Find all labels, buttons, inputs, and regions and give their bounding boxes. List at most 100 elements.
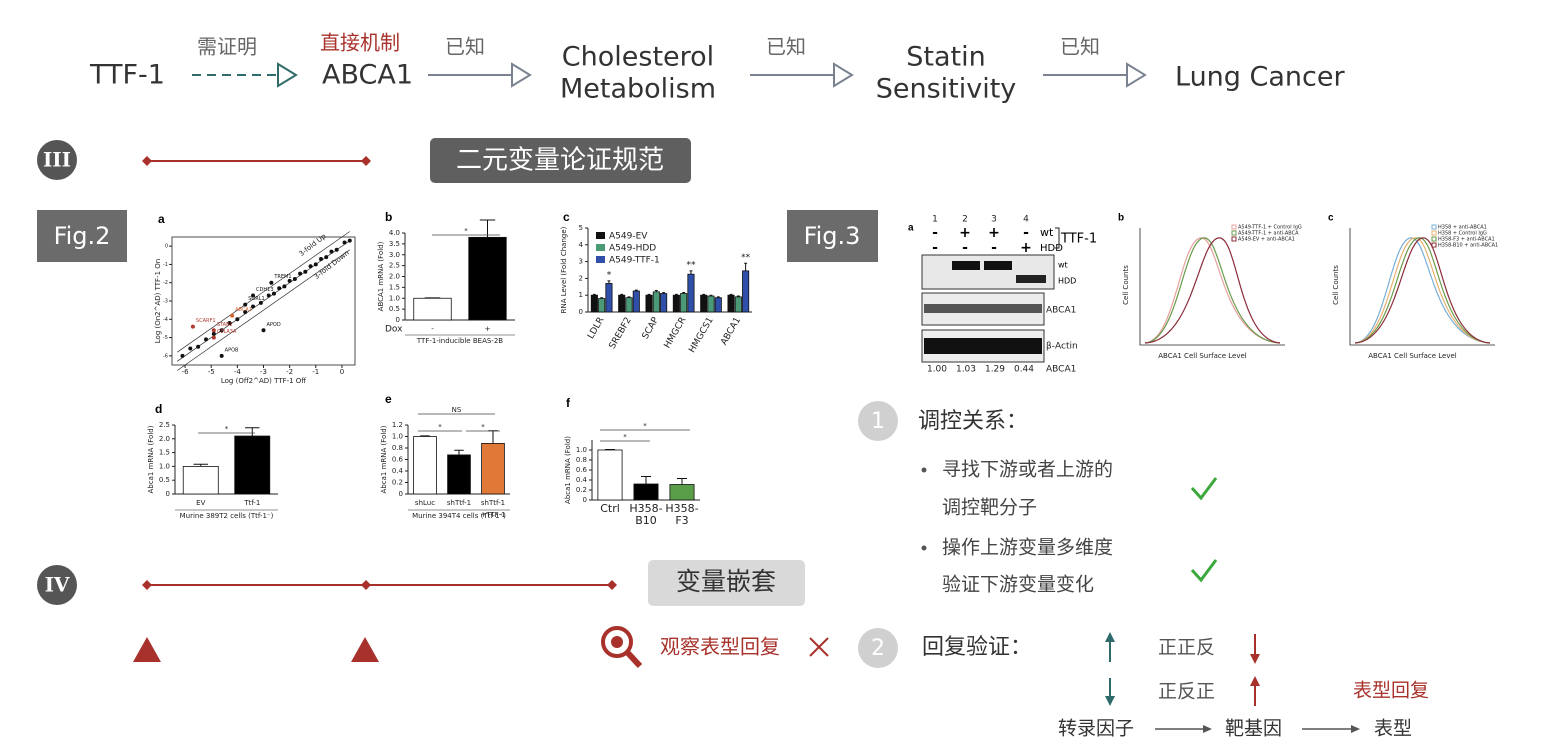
y-tick-label: 4.0: [389, 229, 400, 237]
lane: 1: [932, 215, 938, 225]
x-tick-label: HMGCS1: [687, 316, 715, 355]
arrow-head: [511, 62, 532, 88]
quant: 1.29: [985, 365, 1005, 375]
x-tick-label: SREBF2: [608, 316, 634, 351]
bar: [413, 436, 437, 495]
bar: [633, 483, 659, 501]
y-tick-label: 3.0: [389, 251, 400, 259]
row-label: Dox: [385, 325, 403, 335]
triangle: [133, 637, 161, 662]
x-tick-label: -1: [312, 368, 319, 376]
fig-label-box: [787, 210, 878, 262]
legend-swatch: [1231, 230, 1237, 236]
bar: [680, 293, 688, 313]
diamond: [142, 580, 152, 590]
error-bar: [744, 262, 748, 271]
bar: [632, 290, 640, 313]
error-bar: [676, 478, 688, 485]
panel-letter: d: [155, 402, 162, 416]
point: [287, 278, 292, 283]
point: [313, 262, 318, 267]
panel-letter: b: [1118, 213, 1124, 224]
row-label: HDD: [1040, 243, 1063, 254]
number-badge: [858, 628, 898, 668]
hdd-sign: -: [932, 240, 938, 256]
significance: *: [607, 270, 612, 280]
diamond: [361, 156, 371, 166]
error-bar: [592, 293, 596, 296]
significance: *: [225, 425, 229, 433]
y-tick-label: 2: [579, 274, 583, 282]
gene-point: [211, 328, 216, 333]
significance: *: [464, 227, 468, 235]
gene-label: STAB2: [217, 322, 233, 328]
gene-label: CDH13: [256, 287, 273, 293]
point: [347, 238, 352, 243]
cross: [809, 637, 829, 657]
point: [324, 255, 329, 260]
histogram-curve: [1354, 237, 1491, 344]
y-tick-label: 0: [165, 244, 168, 250]
tag-text: 二元变量论证规范: [456, 146, 664, 176]
fig-label-box: [37, 210, 127, 262]
error-bar: [736, 295, 740, 297]
band: [1016, 275, 1046, 283]
arrow-head: [277, 62, 298, 88]
y-label: Abca1 mRNA (Fold): [147, 425, 155, 493]
quant: 1.03: [956, 365, 976, 375]
axes: [1349, 228, 1495, 346]
edge-label: 已知: [1060, 35, 1100, 59]
legend-label: A549-TTF-1 + Control IgG: [1238, 225, 1302, 231]
edge-label: 已知: [445, 35, 485, 59]
point: [266, 293, 271, 298]
section-badge: [37, 565, 77, 605]
y-tick-label: -1: [163, 262, 168, 268]
x-tick-label: F3: [675, 514, 688, 527]
histogram-curve: [1144, 237, 1281, 344]
x-label: ABCA1 Cell Surface Level: [1368, 352, 1457, 360]
error-bar: [607, 280, 611, 284]
point: [319, 256, 324, 261]
point: [329, 249, 334, 254]
bullet-text: 操作上游变量多维度: [942, 537, 1113, 559]
bar: [447, 454, 471, 495]
error-bar: [620, 293, 624, 296]
bar: [669, 484, 695, 501]
y-tick-label: 1.0: [576, 446, 587, 454]
chain-node: 表型: [1374, 718, 1412, 740]
point: [235, 317, 240, 322]
bar: [687, 273, 695, 313]
y-label: Abca1 mRNA (Fold): [564, 436, 572, 504]
y-tick-label: 0.5: [159, 476, 170, 484]
fig-label: Fig.3: [804, 222, 861, 250]
error-bar: [488, 430, 498, 444]
arrow-head: [833, 62, 854, 88]
point: [282, 284, 287, 289]
gene-label: APOB: [225, 347, 239, 353]
bar: [234, 435, 271, 495]
flow-node: TTF-1: [89, 60, 165, 91]
error-bar: [647, 293, 651, 296]
significance: **: [741, 253, 751, 263]
blot-row-label: β-Actin: [1046, 342, 1078, 352]
bar: [742, 270, 750, 313]
arrow-head: [1126, 62, 1147, 88]
y-tick-label: 0: [579, 308, 583, 316]
y-tick-label: 0.6: [392, 456, 404, 464]
gene-label: APOD: [267, 322, 281, 328]
note: 直接机制: [320, 31, 400, 55]
legend-label: H358 + anti-ABCA1: [1438, 225, 1487, 231]
legend-label: A549-TTF-1 + anti-ABCA: [1238, 231, 1299, 237]
x-tick-label: B10: [635, 514, 657, 527]
blot-row-label: ABCA1: [1046, 306, 1076, 316]
panel-letter: c: [563, 210, 570, 224]
band: [984, 261, 1012, 270]
diamond: [607, 580, 617, 590]
bar: [707, 295, 715, 313]
error-bar: [634, 289, 638, 291]
bar: [413, 297, 452, 321]
legend-label: A549-EV: [609, 232, 648, 242]
y-tick-label: -6: [163, 353, 168, 359]
